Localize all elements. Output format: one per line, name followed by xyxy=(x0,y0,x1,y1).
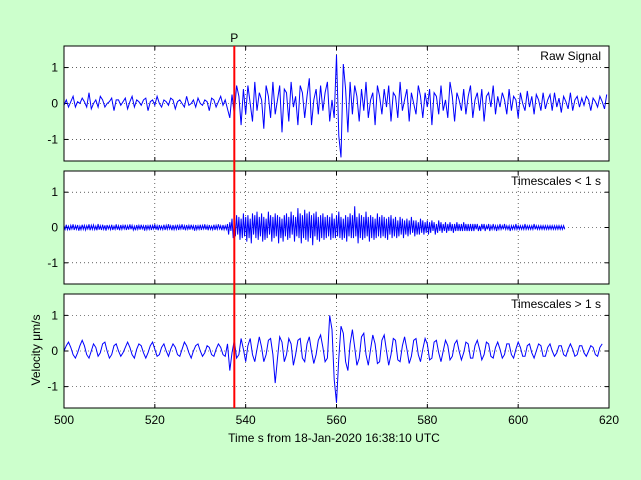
trace-line-1 xyxy=(64,54,608,158)
y-tick-label: -1 xyxy=(47,380,58,394)
panel-2: -1 0 1 Timescales < 1 s xyxy=(47,170,610,285)
panel-title: Raw Signal xyxy=(540,49,601,63)
y-tick-label: 1 xyxy=(51,308,58,322)
x-tick-label: 540 xyxy=(236,413,256,427)
panel-title: Timescales < 1 s xyxy=(511,174,601,188)
x-tick-label: 580 xyxy=(417,413,437,427)
y-tick-label: 0 xyxy=(51,221,58,235)
x-tick-label: 520 xyxy=(145,413,165,427)
panel-1: -1 0 1 Raw Signal xyxy=(47,45,610,162)
y-tick-label: 1 xyxy=(51,61,58,75)
plot-frame xyxy=(63,170,610,285)
x-tick-label: 620 xyxy=(599,413,619,427)
trace-line-3 xyxy=(64,315,603,403)
plot-frame xyxy=(63,293,610,409)
x-tick-label: 500 xyxy=(54,413,74,427)
panel-title: Timescales > 1 s xyxy=(511,297,601,311)
p-pick-label: P xyxy=(230,31,238,45)
y-tick-label: -1 xyxy=(47,132,58,146)
trace-line-2 xyxy=(64,206,566,246)
panel-3: -1 0 1 Timescales > 1 s xyxy=(47,293,610,409)
y-tick-label: -1 xyxy=(47,256,58,270)
y-tick-label: 0 xyxy=(51,344,58,358)
x-tick-label: 600 xyxy=(508,413,528,427)
y-tick-label: 0 xyxy=(51,97,58,111)
x-axis-label: Time s from 18-Jan-2020 16:38:10 UTC xyxy=(228,431,440,445)
x-axis-ticks: 500 520 540 560 580 600 620 xyxy=(54,413,619,427)
x-tick-label: 560 xyxy=(326,413,346,427)
y-axis-label: Velocity μm/s xyxy=(29,315,43,386)
plot-frame xyxy=(63,45,610,162)
panels-group: -1 0 1 Raw Signal -1 0 1 Timescales < 1 s -1 0 1 Ti… xyxy=(47,45,610,409)
y-tick-label: 1 xyxy=(51,185,58,199)
